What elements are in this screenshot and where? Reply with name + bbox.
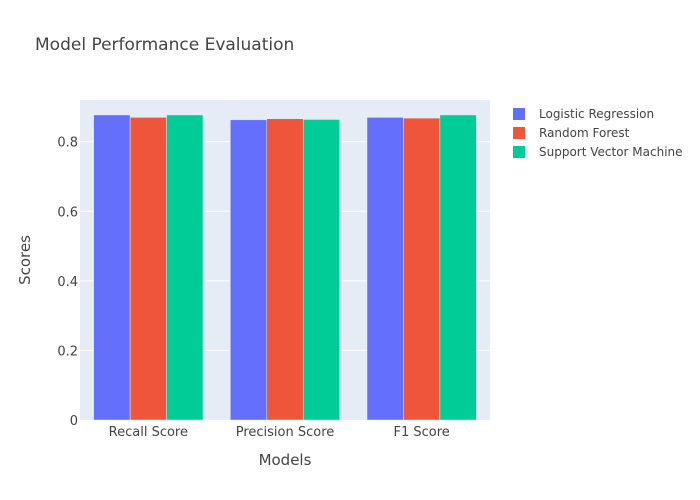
x-tick-label: F1 Score bbox=[394, 425, 450, 440]
bar-support-vector-machine[interactable] bbox=[302, 119, 340, 421]
x-axis-title: Models bbox=[259, 451, 312, 469]
y-axis-title: Scores bbox=[16, 235, 34, 285]
y-tick-label: 0 bbox=[70, 414, 78, 429]
legend-label: Support Vector Machine bbox=[539, 145, 683, 159]
legend-item-logistic-regression[interactable]: Logistic Regression bbox=[513, 107, 654, 121]
bar-random-forest[interactable] bbox=[403, 117, 441, 421]
y-tick-label: 0.2 bbox=[57, 344, 78, 359]
bar-logistic-regression[interactable] bbox=[366, 117, 404, 421]
legend[interactable]: Logistic Regression Random Forest Support … bbox=[513, 107, 683, 159]
x-tick-label: Precision Score bbox=[236, 425, 335, 440]
legend-label: Random Forest bbox=[539, 126, 630, 140]
legend-item-random-forest[interactable]: Random Forest bbox=[513, 126, 630, 140]
x-ticks: Recall Score Precision Score F1 Score bbox=[109, 425, 450, 440]
bar-support-vector-machine[interactable] bbox=[439, 114, 477, 421]
bar-logistic-regression[interactable] bbox=[230, 119, 268, 421]
bars-layer bbox=[93, 114, 477, 421]
bar-logistic-regression[interactable] bbox=[93, 114, 131, 421]
bar-random-forest[interactable] bbox=[129, 117, 167, 421]
legend-swatch bbox=[513, 108, 525, 120]
y-tick-label: 0.4 bbox=[57, 275, 78, 290]
y-tick-label: 0.6 bbox=[57, 205, 78, 220]
legend-item-support-vector-machine[interactable]: Support Vector Machine bbox=[513, 145, 683, 159]
chart-title: Model Performance Evaluation bbox=[35, 35, 294, 55]
x-tick-label: Recall Score bbox=[109, 425, 188, 440]
bar-random-forest[interactable] bbox=[266, 118, 304, 421]
legend-swatch bbox=[513, 127, 525, 139]
bar-support-vector-machine[interactable] bbox=[166, 114, 204, 421]
y-tick-label: 0.8 bbox=[57, 136, 78, 151]
y-ticks: 0 0.2 0.4 0.6 0.8 bbox=[57, 136, 78, 429]
legend-swatch bbox=[513, 146, 525, 158]
legend-label: Logistic Regression bbox=[539, 107, 654, 121]
